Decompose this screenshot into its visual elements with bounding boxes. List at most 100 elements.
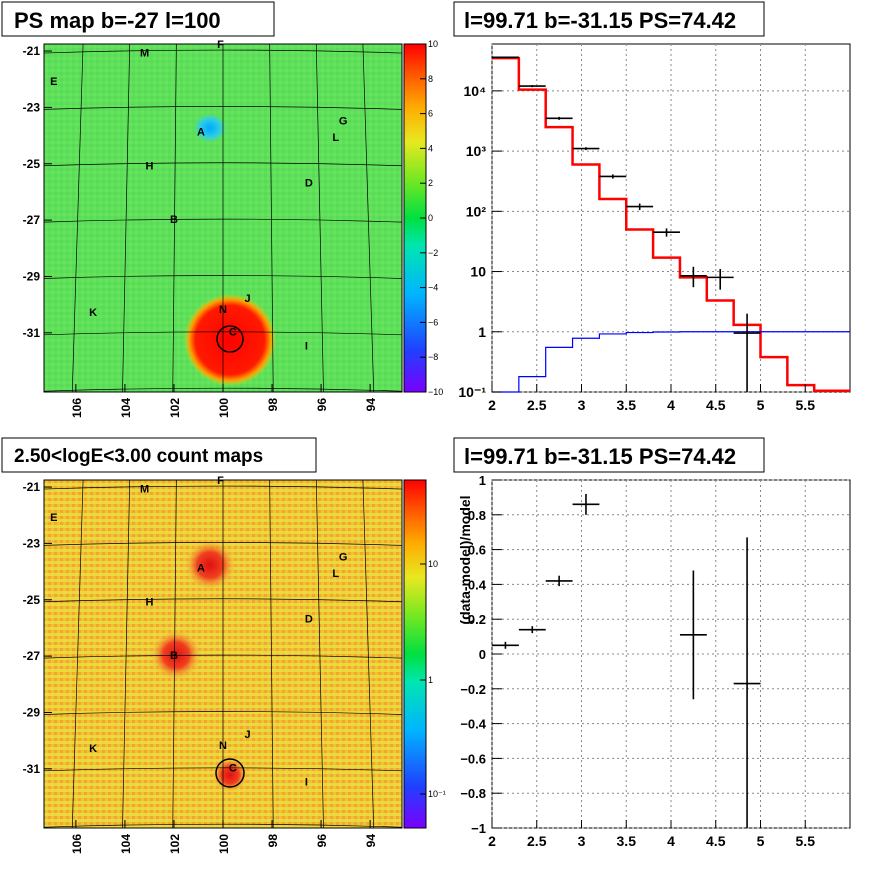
x-tick-label: 2.5	[527, 397, 547, 413]
source-label: F	[217, 39, 224, 51]
y-tick-label: 10⁴	[464, 83, 487, 99]
colorbar-tick-label: −4	[428, 283, 438, 293]
x-tick-label: 98	[266, 398, 280, 412]
x-tick-label: 100	[217, 834, 231, 854]
x-tick-label: 100	[217, 398, 231, 418]
ps-map-source-circle	[216, 325, 244, 353]
count-map-title-box	[1, 437, 317, 473]
colorbar-tick-label: 6	[428, 109, 433, 119]
source-label: J	[244, 293, 250, 305]
colorbar-tick-label: 10	[428, 559, 438, 569]
residual-data-points	[492, 493, 761, 828]
source-label: B	[170, 214, 178, 226]
x-tick-label: 94	[364, 834, 378, 848]
x-tick-label: 2	[488, 397, 496, 413]
colorbar-tick-label: 4	[428, 143, 433, 153]
y-tick-label: 0.4	[468, 577, 487, 592]
graticule-lon-line	[315, 479, 324, 829]
ps-map-dip-a	[192, 112, 228, 144]
y-tick-label: -29	[23, 269, 41, 283]
y-tick-label: -21	[23, 480, 41, 494]
x-tick-label: 5	[757, 833, 765, 849]
data-point	[545, 575, 573, 587]
residual-grid	[491, 479, 850, 829]
y-tick-label: 10⁻¹	[458, 384, 486, 400]
x-tick-label: 4.5	[706, 833, 726, 849]
graticule-lon-line	[122, 43, 131, 393]
colorbar-tick-label: 10⁻¹	[428, 789, 446, 799]
count-map-panel: 2.50<logE<3.00 count maps F M E A GL H D B K N J C I…	[1, 437, 446, 854]
source-label: A	[197, 127, 205, 139]
source-label: A	[197, 563, 205, 575]
source-label: G	[339, 551, 348, 563]
x-tick-label: 4	[667, 397, 675, 413]
y-tick-label: -27	[23, 649, 41, 663]
graticule-lon-line	[315, 43, 324, 393]
source-label: D	[305, 177, 313, 189]
residual-title: l=99.71 b=-31.15 PS=74.42	[464, 444, 736, 469]
x-tick-label: 94	[364, 398, 378, 412]
count-map-axes: 106 104 102 100 98 96 94 -21 -23 -25 -27 -29 -31	[23, 480, 378, 854]
x-tick-label: 104	[119, 398, 133, 418]
spectrum-data-points	[492, 56, 761, 392]
source-label: F	[217, 475, 224, 487]
graticule-lon-line	[362, 43, 375, 393]
source-label: I	[305, 777, 308, 789]
data-point	[679, 570, 707, 700]
count-map-source-circle	[215, 758, 245, 788]
y-tick-label: 0.2	[468, 612, 486, 627]
source-label: H	[145, 596, 153, 608]
count-map-coordinate-grid	[43, 479, 403, 829]
x-tick-label: 104	[119, 834, 133, 854]
y-tick-label: 10²	[466, 203, 487, 219]
ps-map-title-box	[1, 1, 275, 37]
spectrum-panel: l=99.71 b=-31.15 PS=74.42 2 2.5 3 3.5 4 4.5 5 5…	[453, 1, 851, 413]
colorbar-tick-label: 2	[428, 178, 433, 188]
y-tick-label: -27	[23, 213, 41, 227]
y-tick-label: −0.2	[460, 682, 486, 697]
graticule-lon-line	[269, 479, 274, 829]
spectrum-title: l=99.71 b=-31.15 PS=74.42	[464, 8, 736, 33]
x-tick-label: 5.5	[796, 397, 816, 413]
x-tick-label: 4.5	[706, 397, 726, 413]
y-tick-label: 1	[478, 324, 486, 340]
y-tick-label: −0.6	[460, 751, 486, 766]
x-tick-label: 98	[266, 834, 280, 848]
count-map-title: 2.50<logE<3.00 count maps	[14, 446, 263, 467]
x-tick-label: 3	[578, 833, 586, 849]
y-tick-label: 10³	[466, 143, 487, 159]
count-map-colorbar-ticks: 10 1 10⁻¹	[420, 559, 446, 799]
source-label: I	[305, 341, 308, 353]
source-label: M	[140, 484, 149, 496]
y-tick-label: −0.4	[460, 717, 486, 732]
source-label: J	[244, 729, 250, 741]
source-label: L	[332, 132, 339, 144]
x-tick-label: 106	[70, 834, 84, 854]
data-point	[572, 147, 600, 151]
source-label: C	[229, 327, 237, 339]
graticule-lon-line	[172, 43, 177, 393]
graticule-lon-line	[122, 479, 131, 829]
x-tick-label: 106	[70, 398, 84, 418]
y-tick-label: -23	[23, 100, 41, 114]
data-point	[492, 56, 519, 59]
colorbar-tick-label: 8	[428, 74, 433, 84]
residual-panel: l=99.71 b=-31.15 PS=74.42 2 2.5 3 3.5 4 4.5 5 5…	[453, 437, 851, 849]
graticule-lon-line	[71, 479, 84, 829]
colorbar-tick-label: 1	[428, 675, 433, 685]
count-map-source-a	[184, 539, 236, 591]
source-label: C	[229, 763, 237, 775]
x-tick-label: 96	[315, 398, 329, 412]
source-label: K	[89, 743, 97, 755]
data-point	[733, 313, 761, 392]
residual-axes: 2 2.5 3 3.5 4 4.5 5 5.5 −1 −0.8 −0.6 −0.4 −0.2 0 0.2 0.…	[460, 473, 815, 849]
spectrum-series	[492, 56, 850, 393]
colorbar-tick-label: −6	[428, 317, 438, 327]
data-point	[518, 626, 546, 634]
data-point	[572, 493, 600, 515]
x-tick-label: 5	[757, 397, 765, 413]
y-tick-label: 0.8	[468, 508, 486, 523]
data-point	[679, 266, 707, 288]
x-tick-label: 3.5	[617, 833, 637, 849]
y-tick-label: -21	[23, 44, 41, 58]
